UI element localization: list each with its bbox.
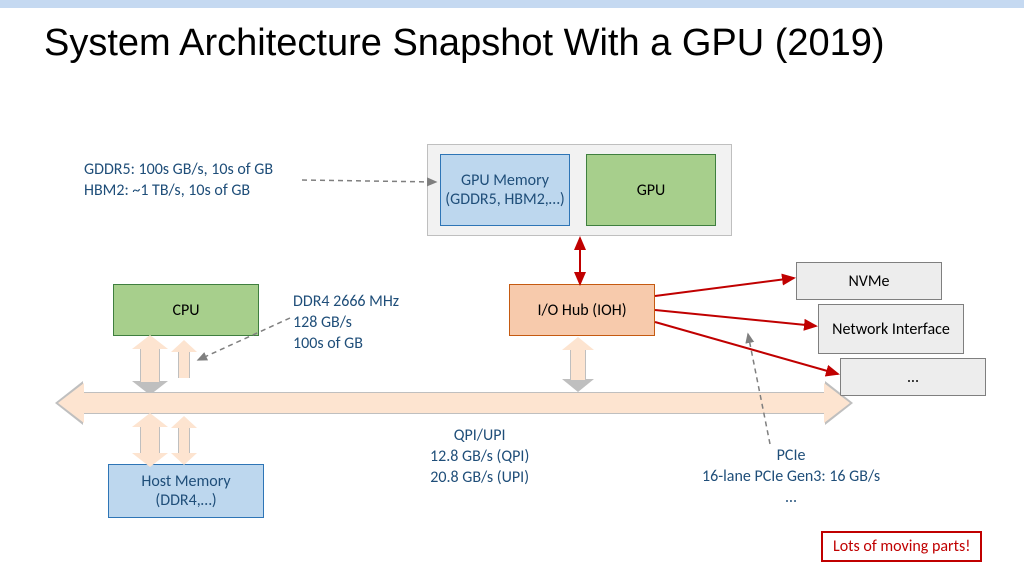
- ioh-bus-arrow: [570, 350, 586, 380]
- gpu-box: GPU: [586, 154, 716, 226]
- ddr4-label: DDR4 2666 MHz 128 GB/s 100s of GB: [293, 292, 399, 354]
- more-label: …: [907, 368, 918, 387]
- pcie-line2: 16-lane PCIe Gen3: 16 GB/s: [702, 467, 880, 488]
- bus-head-left: [58, 383, 84, 423]
- gddr-line1: GDDR5: 100s GB/s, 10s of GB: [84, 160, 273, 181]
- more-peripherals-box: …: [840, 358, 986, 396]
- cpu-bus-arrow-2-up: [171, 340, 197, 352]
- qpi-line2: 12.8 GB/s (QPI): [430, 447, 529, 468]
- ioh-bus-arrow-up: [562, 337, 594, 350]
- cpu-mem-arrow-1-down: [132, 453, 168, 467]
- cpu-mem-arrow-2-down: [171, 453, 197, 465]
- system-bus: [84, 392, 824, 414]
- gpu-memory-label: GPU Memory (GDDR5, HBM2,…): [441, 171, 569, 209]
- qpi-label: QPI/UPI 12.8 GB/s (QPI) 20.8 GB/s (UPI): [430, 426, 529, 488]
- slide-top-bar: [0, 0, 1024, 8]
- nic-box: Network Interface: [818, 304, 964, 354]
- ddr4-line2: 128 GB/s: [293, 313, 399, 334]
- nvme-box: NVMe: [796, 262, 942, 300]
- ioh-box: I/O Hub (IOH): [509, 284, 655, 336]
- gpu-label: GPU: [637, 181, 666, 200]
- nic-label: Network Interface: [832, 320, 950, 339]
- cpu-mem-arrow-2: [178, 428, 190, 454]
- cpu-label: CPU: [172, 301, 199, 320]
- nvme-label: NVMe: [848, 272, 889, 291]
- cpu-bus-arrow-1: [140, 348, 160, 382]
- qpi-line1: QPI/UPI: [430, 426, 529, 447]
- qpi-line3: 20.8 GB/s (UPI): [430, 468, 529, 489]
- host-memory-box: Host Memory (DDR4,…): [108, 464, 264, 518]
- cpu-bus-arrow-1-up: [132, 335, 168, 349]
- cpu-mem-arrow-1: [140, 426, 160, 454]
- bus-head-right: [824, 383, 850, 423]
- moving-parts-callout: Lots of moving parts!: [821, 531, 982, 562]
- ioh-label: I/O Hub (IOH): [537, 301, 626, 320]
- architecture-diagram: GPU Memory (GDDR5, HBM2,…) GPU CPU I/O H…: [0, 136, 1024, 576]
- host-memory-label: Host Memory (DDR4,…): [109, 472, 263, 510]
- cpu-mem-arrow-2-up: [171, 416, 197, 428]
- cpu-box: CPU: [113, 284, 259, 336]
- cpu-bus-arrow-2: [178, 352, 190, 378]
- cpu-mem-arrow-1-up: [132, 413, 168, 427]
- gpu-memory-box: GPU Memory (GDDR5, HBM2,…): [440, 154, 570, 226]
- pcie-line1: PCIe: [702, 446, 880, 467]
- page-title: System Architecture Snapshot With a GPU …: [44, 22, 1024, 66]
- gddr-label: GDDR5: 100s GB/s, 10s of GB HBM2: ~1 TB/…: [84, 160, 273, 202]
- gddr-line2: HBM2: ~1 TB/s, 10s of GB: [84, 181, 273, 202]
- pcie-label: PCIe 16-lane PCIe Gen3: 16 GB/s …: [702, 446, 880, 508]
- ddr4-line1: DDR4 2666 MHz: [293, 292, 399, 313]
- pcie-line3: …: [702, 488, 880, 509]
- ddr4-line3: 100s of GB: [293, 334, 399, 355]
- ioh-bus-arrow-down: [562, 379, 594, 392]
